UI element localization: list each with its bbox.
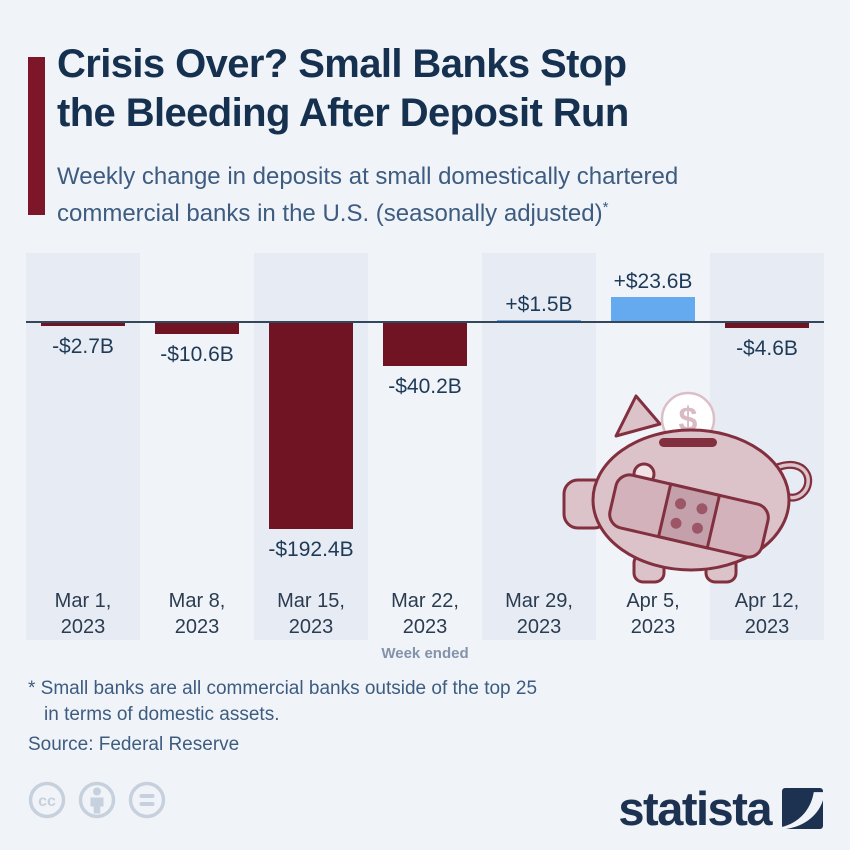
x-tick-label-6: Apr 5, 2023 <box>626 590 680 638</box>
x-tick-label-1: Mar 1, 2023 <box>54 590 112 638</box>
license-badges[interactable]: cc <box>24 776 194 824</box>
value-label-3: -$192.4B <box>268 538 354 561</box>
chart-column-4: -$40.2B Mar 22, 2023 <box>368 253 482 640</box>
cc-nd-icon[interactable] <box>128 781 166 819</box>
title-line-1: Crisis Over? Small Banks Stop <box>57 42 627 86</box>
statista-logo[interactable]: statista <box>618 782 823 835</box>
value-label-5: +$1.5B <box>505 293 573 316</box>
cc-icon[interactable]: cc <box>28 781 66 819</box>
x-axis-title: Week ended <box>381 645 469 662</box>
statista-logo-icon <box>782 788 823 829</box>
footnote-line-2: in terms of domestic assets. <box>44 704 280 725</box>
value-label-7: -$4.6B <box>736 337 798 360</box>
svg-text:cc: cc <box>38 793 56 810</box>
bar-6 <box>611 297 695 322</box>
value-label-6: +$23.6B <box>613 270 693 293</box>
source-text: Source: Federal Reserve <box>28 734 240 755</box>
bar-1 <box>41 323 125 326</box>
bandage-icon <box>608 473 770 559</box>
chart-column-5: +$1.5B Mar 29, 2023 <box>482 253 596 640</box>
chart-plot: -$2.7B Mar 1, 2023 -$10.6B Mar 8, 2023 -$192.4… <box>26 253 824 640</box>
x-tick-label-7: Apr 12, 2023 <box>734 590 800 638</box>
bar-7 <box>725 323 809 328</box>
x-tick-label-4: Mar 22, 2023 <box>391 590 459 638</box>
bar-2 <box>155 323 239 334</box>
x-tick-label-2: Mar 8, 2023 <box>168 590 226 638</box>
subtitle-line-1: Weekly change in deposits at small domes… <box>57 163 679 190</box>
value-label-4: -$40.2B <box>388 375 462 398</box>
chart-column-6: +$23.6B Apr 5, 2023 <box>596 253 710 640</box>
footnote-asterisk: * <box>602 199 609 216</box>
bar-3 <box>269 323 353 529</box>
value-label-2: -$10.6B <box>160 343 234 366</box>
cc-by-icon[interactable] <box>78 781 116 819</box>
zero-baseline <box>26 321 824 323</box>
subtitle-line-2: commercial banks in the U.S. (seasonally… <box>57 199 609 227</box>
page-title: Crisis Over? Small Banks Stop the Bleedi… <box>57 40 837 138</box>
x-tick-label-5: Mar 29, 2023 <box>505 590 573 638</box>
chart-column-2: -$10.6B Mar 8, 2023 <box>140 253 254 640</box>
value-label-1: -$2.7B <box>52 335 114 358</box>
footnote-line-1: * Small banks are all commercial banks o… <box>28 678 538 699</box>
piggy-bank-illustration: $ <box>562 391 813 584</box>
bar-4 <box>383 323 467 366</box>
piggy-ear <box>614 394 662 438</box>
chart-column-1: -$2.7B Mar 1, 2023 <box>26 253 140 640</box>
footnote: * Small banks are all commercial banks o… <box>28 676 537 728</box>
x-tick-label-3: Mar 15, 2023 <box>277 590 345 638</box>
chart-subtitle: Weekly change in deposits at small domes… <box>57 161 827 229</box>
statista-wordmark: statista <box>618 782 772 835</box>
chart-column-3: -$192.4B Mar 15, 2023 <box>254 253 368 640</box>
title-line-2: the Bleeding After Deposit Run <box>57 91 629 135</box>
title-accent-bar <box>28 57 45 215</box>
coin-slot <box>659 438 717 447</box>
